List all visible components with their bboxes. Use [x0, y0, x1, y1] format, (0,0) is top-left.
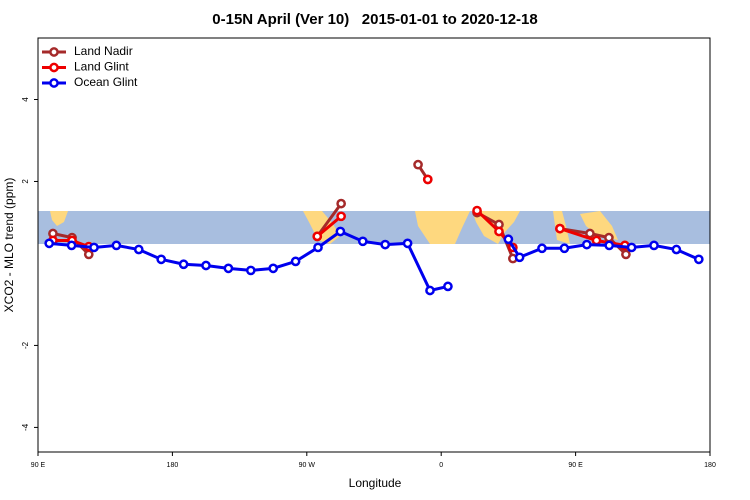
- data-point: [89, 242, 99, 253]
- data-point: [413, 159, 423, 170]
- data-point: [559, 243, 570, 254]
- map-strip: [38, 211, 710, 244]
- x-axis-label: Longitude: [349, 476, 402, 490]
- land: [50, 211, 618, 244]
- data-point: [514, 252, 525, 263]
- data-point: [178, 259, 189, 270]
- data-point: [604, 232, 614, 243]
- data-point: [83, 249, 94, 260]
- data-point: [133, 244, 144, 255]
- data-point: [422, 174, 433, 185]
- y-axis-label: XCO2 - MLO trend (ppm): [2, 178, 16, 313]
- data-point: [44, 238, 55, 249]
- y-tick-label: -4: [21, 423, 30, 431]
- data-point: [201, 260, 211, 271]
- data-point: [604, 240, 615, 251]
- data-point: [357, 236, 368, 247]
- x-tick-label: 180: [167, 462, 179, 469]
- data-point: [66, 240, 77, 251]
- data-point: [443, 281, 453, 292]
- data-point: [581, 239, 592, 250]
- data-point: [336, 198, 346, 209]
- data-point: [649, 240, 659, 251]
- data-point: [494, 226, 504, 237]
- data-point: [335, 226, 346, 237]
- x-tick-label: 90 W: [299, 462, 316, 469]
- plot-frame: [37, 37, 711, 453]
- x-tick-label: 0: [439, 462, 443, 469]
- data-point: [693, 254, 704, 265]
- legend-marker: [49, 78, 59, 88]
- data-point: [472, 205, 482, 216]
- legend-label: Land Nadir: [74, 44, 133, 58]
- x-tick-label: 180: [704, 462, 716, 469]
- data-point: [268, 263, 279, 274]
- data-point: [425, 285, 435, 296]
- data-point: [312, 231, 323, 242]
- y-tick-label: -2: [21, 341, 30, 349]
- y-tick-label: 2: [21, 179, 30, 184]
- legend-label: Land Glint: [74, 60, 129, 74]
- data-point: [591, 235, 602, 246]
- data-point: [111, 240, 122, 251]
- legend-marker: [49, 47, 59, 57]
- data-point: [671, 244, 682, 255]
- data-point: [626, 242, 637, 253]
- legend-label: Ocean Glint: [74, 75, 138, 89]
- data-point: [223, 263, 234, 274]
- data-point: [156, 254, 167, 265]
- x-tick-label: 90 E: [568, 462, 583, 469]
- legend-marker: [49, 62, 59, 73]
- data-point: [621, 249, 631, 260]
- chart-title: 0-15N April (Ver 10) 2015-01-01 to 2020-…: [212, 11, 537, 28]
- data-point: [245, 265, 256, 276]
- data-point: [380, 239, 391, 250]
- y-tick-label: 4: [21, 97, 30, 102]
- data-point: [503, 234, 514, 245]
- data-point: [313, 242, 323, 253]
- data-point: [290, 256, 301, 267]
- data-point: [402, 238, 413, 249]
- data-point: [555, 223, 565, 234]
- data-point: [336, 211, 346, 222]
- data-point: [537, 243, 547, 254]
- x-tick-label: 90 E: [31, 462, 46, 469]
